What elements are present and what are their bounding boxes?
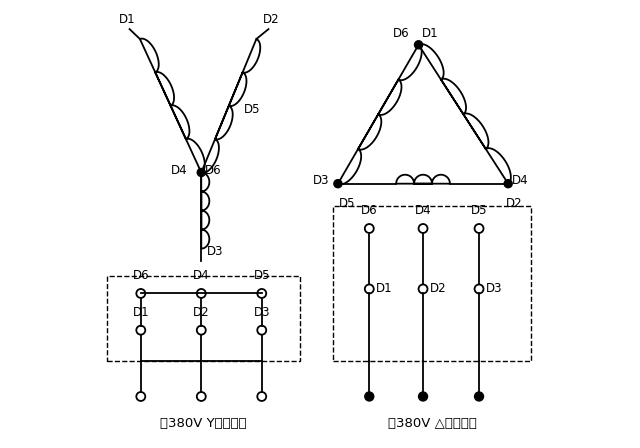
Circle shape: [504, 180, 512, 188]
Text: D1: D1: [119, 13, 136, 26]
Text: D1: D1: [422, 27, 439, 40]
Text: D2: D2: [506, 197, 522, 210]
Text: D1: D1: [376, 282, 392, 296]
Text: D6: D6: [132, 269, 149, 282]
Text: ～380V △形接线法: ～380V △形接线法: [388, 417, 476, 430]
Text: D5: D5: [244, 103, 260, 116]
Text: D5: D5: [253, 269, 270, 282]
Text: D2: D2: [262, 13, 279, 26]
Text: ～380V Y形接线法: ～380V Y形接线法: [160, 417, 247, 430]
Text: D4: D4: [415, 204, 431, 217]
Text: D3: D3: [253, 306, 270, 319]
Text: D6: D6: [393, 27, 410, 40]
Text: D6: D6: [205, 164, 221, 177]
Text: D3: D3: [207, 246, 223, 258]
Text: D2: D2: [193, 306, 209, 319]
Text: D6: D6: [361, 204, 378, 217]
Circle shape: [334, 180, 342, 188]
Text: D4: D4: [193, 269, 209, 282]
Circle shape: [415, 41, 422, 49]
Bar: [107, 276, 300, 361]
Circle shape: [365, 392, 374, 401]
Circle shape: [197, 168, 205, 177]
Text: D2: D2: [430, 282, 446, 296]
Text: D3: D3: [312, 173, 329, 187]
Text: D1: D1: [132, 306, 149, 319]
Circle shape: [419, 392, 428, 401]
Circle shape: [474, 392, 484, 401]
Text: D3: D3: [486, 282, 502, 296]
Text: D4: D4: [512, 173, 529, 187]
Bar: [333, 206, 531, 361]
Text: D5: D5: [339, 197, 356, 210]
Text: D5: D5: [471, 204, 487, 217]
Text: D4: D4: [172, 164, 188, 177]
